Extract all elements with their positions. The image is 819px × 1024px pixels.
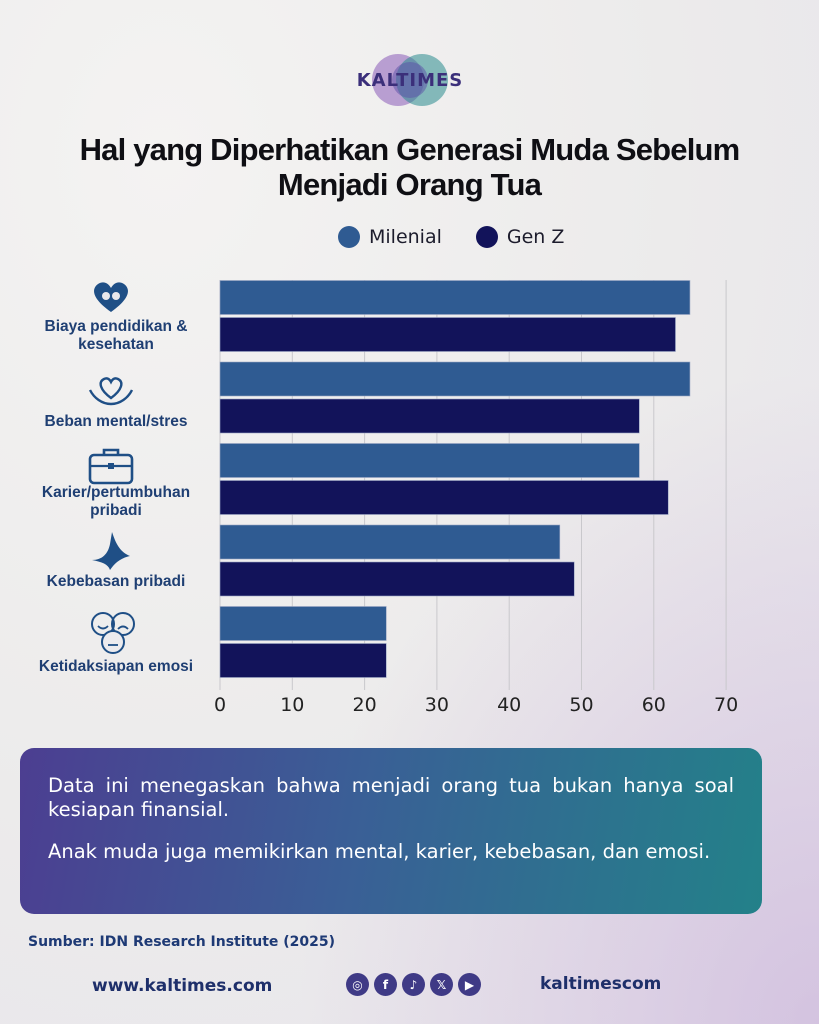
x-tick-label-10: 10	[280, 694, 304, 716]
category-label-beban: Beban mental/stres	[44, 413, 188, 430]
youtube-icon[interactable]: ▶	[458, 973, 481, 996]
kaltimes-logo: KALTIMES	[340, 50, 480, 116]
bird-icon	[92, 532, 130, 570]
heart-hands-icon	[94, 282, 128, 312]
info-paragraph-1: Data ini menegaskan bahwa menjadi orang …	[48, 774, 734, 821]
category-label-karier: Karier/pertumbuhan pribadi	[41, 484, 191, 519]
bar-genz-1	[219, 398, 640, 434]
website-link[interactable]: www.kaltimes.com	[92, 976, 273, 996]
bar-genz-2	[219, 480, 669, 515]
emotion-faces-icon	[91, 612, 135, 654]
x-tick-label-40: 40	[497, 694, 521, 716]
legend-swatch-milenial	[338, 226, 360, 248]
source-text: Sumber: IDN Research Institute (2025)	[28, 934, 336, 950]
x-tick-label-70: 70	[714, 694, 738, 716]
x-tick-label-50: 50	[569, 694, 593, 716]
x-tick-label-30: 30	[425, 694, 449, 716]
x-tick-label-60: 60	[642, 694, 666, 716]
bar-milenial-3	[219, 524, 561, 560]
legend-label-milenial: Milenial	[369, 226, 442, 248]
bar-milenial-1	[219, 361, 691, 397]
category-label-kebebasan: Kebebasan pribadi	[46, 573, 186, 590]
x-tick-label-20: 20	[353, 694, 377, 716]
legend-swatch-genz	[475, 226, 498, 248]
info-paragraph-2: Anak muda juga memikirkan mental, karier…	[48, 840, 711, 863]
bar-milenial-0	[219, 280, 691, 315]
social-handle[interactable]: kaltimescom	[540, 974, 662, 994]
briefcase-icon	[88, 448, 134, 485]
logo-emblem	[372, 54, 448, 106]
logo-text: KALTIMES	[356, 70, 464, 91]
chart-legend: Milenial Gen Z	[338, 226, 564, 248]
social-icons: ◎ f ♪ 𝕏 ▶	[346, 973, 481, 996]
bar-genz-4	[219, 643, 387, 678]
category-label-ketidaksiapan: Ketidaksiapan emosi	[38, 658, 194, 675]
instagram-icon[interactable]: ◎	[346, 973, 369, 996]
x-icon[interactable]: 𝕏	[430, 973, 453, 996]
bar-chart: 0 10 20 30 40 50 60 70	[214, 280, 738, 716]
facebook-icon[interactable]: f	[374, 973, 397, 996]
category-label-biaya: Biaya pendidikan & kesehatan	[44, 318, 188, 353]
tiktok-icon[interactable]: ♪	[402, 973, 425, 996]
legend-item-genz: Gen Z	[475, 226, 565, 248]
info-box: Data ini menegaskan bahwa menjadi orang …	[20, 748, 762, 914]
legend-item-milenial: Milenial	[338, 226, 442, 248]
bar-genz-3	[219, 561, 575, 597]
bar-milenial-4	[219, 606, 387, 641]
hands-heart-icon	[88, 377, 134, 406]
legend-label-genz: Gen Z	[506, 226, 565, 248]
x-tick-label-0: 0	[214, 694, 226, 716]
page-title: Hal yang Diperhatikan Generasi Muda Sebe…	[79, 132, 741, 202]
bar-genz-0	[219, 317, 676, 352]
bar-milenial-2	[219, 443, 640, 478]
